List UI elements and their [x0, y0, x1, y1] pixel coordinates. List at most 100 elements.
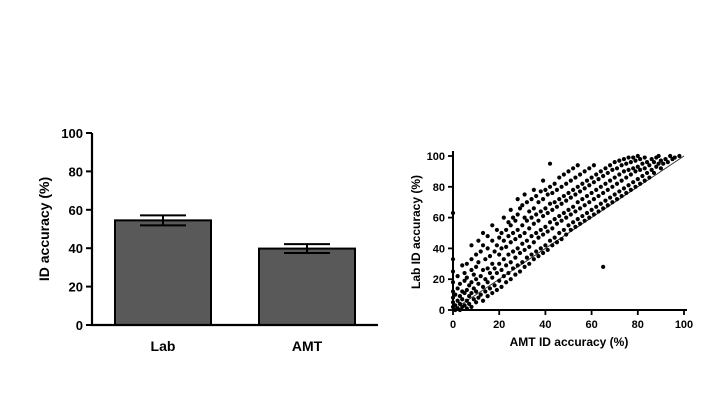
- scatter-point-216: [568, 195, 573, 200]
- scatter-point-291: [619, 163, 624, 168]
- scatter-point-50: [476, 281, 481, 286]
- scatter-point-92: [501, 274, 506, 279]
- scatter-point-78: [492, 266, 497, 271]
- scatter-point-18: [457, 281, 463, 286]
- scatter-point-237: [582, 218, 587, 223]
- scatter-point-44: [474, 300, 479, 305]
- bar-lab: [114, 219, 212, 326]
- bar-x-label-lab: Lab: [151, 338, 176, 354]
- scatter-point-233: [577, 172, 583, 177]
- scatter-point-35: [469, 304, 474, 310]
- scatter-point-281: [612, 175, 617, 180]
- scatter-point-223: [573, 209, 578, 214]
- scatter-y-tick-label-4: 80: [433, 182, 445, 194]
- scatter-point-151: [531, 187, 536, 192]
- scatter-point-65: [485, 280, 490, 285]
- scatter-point-284: [614, 181, 620, 186]
- scatter-point-176: [545, 192, 550, 197]
- scatter-point-332: [656, 153, 661, 159]
- scatter-point-286: [617, 189, 622, 194]
- scatter-point-60: [480, 230, 486, 236]
- scatter-point-12: [455, 298, 460, 303]
- scatter-point-261: [598, 201, 603, 206]
- scatter-point-41: [471, 297, 476, 302]
- scatter-point-317: [640, 161, 645, 166]
- scatter-point-23: [462, 303, 467, 308]
- scatter-x-tick-label-0: 0: [450, 319, 456, 331]
- scatter-point-89: [499, 267, 504, 273]
- scatter-point-25: [462, 278, 467, 283]
- scatter-point-215: [568, 212, 573, 217]
- scatter-point-267: [601, 173, 606, 179]
- bar-y-tick-label-1: 20: [69, 280, 83, 295]
- scatter-point-159: [536, 200, 541, 205]
- scatter-point-225: [573, 175, 578, 180]
- scatter-point-87: [497, 235, 502, 240]
- scatter-point-218: [571, 220, 576, 225]
- scatter-point-126: [520, 260, 525, 265]
- scatter-point-156: [536, 254, 541, 259]
- scatter-point-143: [529, 252, 534, 257]
- scatter-point-268: [603, 198, 608, 203]
- scatter-point-277: [610, 200, 615, 205]
- bar-y-tick-label-0: 0: [76, 318, 83, 333]
- scatter-point-315: [638, 156, 643, 162]
- scatter-point-227: [575, 200, 580, 205]
- scatter-point-335: [661, 161, 666, 166]
- scatter-point-194: [557, 230, 562, 236]
- scatter-point-307: [633, 184, 638, 189]
- scatter-point-278: [610, 184, 615, 189]
- scatter-point-91: [499, 230, 504, 236]
- scatter-point-192: [554, 204, 560, 209]
- scatter-point-326: [649, 156, 654, 162]
- scatter-point-127: [520, 241, 525, 246]
- scatter-point-187: [552, 217, 557, 222]
- scatter-point-117: [515, 263, 520, 268]
- scatter-point-93: [501, 257, 506, 262]
- scatter-point-246: [587, 183, 592, 188]
- scatter-point-113: [513, 272, 518, 277]
- scatter-point-270: [603, 166, 608, 171]
- scatter-point-39: [469, 257, 474, 262]
- scatter-point-198: [559, 237, 564, 242]
- scatter-point-9: [453, 303, 458, 308]
- scatter-point-158: [536, 218, 541, 223]
- scatter-point-110: [510, 249, 516, 254]
- scatter-point-148: [531, 240, 536, 245]
- scatter-point-230: [577, 221, 583, 226]
- scatter-point-128: [520, 223, 525, 228]
- scatter-point-219: [571, 204, 576, 209]
- scatter-point-53: [478, 292, 483, 297]
- scatter-point-333: [658, 166, 664, 171]
- scatter-y-tick-label-3: 60: [433, 213, 445, 225]
- scatter-point-32: [467, 301, 472, 306]
- scatter-point-46: [474, 277, 479, 282]
- scatter-point-273: [605, 170, 610, 176]
- scatter-point-124: [517, 233, 523, 239]
- scatter-point-108: [508, 207, 513, 212]
- scatter-point-249: [589, 190, 594, 196]
- scatter-point-251: [591, 212, 597, 217]
- scatter-point-276: [607, 163, 613, 168]
- scatter-point-288: [617, 158, 622, 163]
- scatter-point-168: [540, 178, 546, 183]
- scatter-point-56: [480, 298, 486, 303]
- scatter-point-269: [603, 181, 608, 186]
- scatter-point-101: [506, 252, 511, 257]
- scatter-point-98: [504, 244, 509, 249]
- scatter-x-tick-label-5: 100: [675, 319, 693, 331]
- scatter-point-85: [497, 261, 502, 266]
- scatter-point-220: [571, 187, 576, 192]
- scatter-point-48: [474, 252, 479, 257]
- scatter-point-195: [557, 213, 562, 219]
- scatter-chart: 0 20 40 60 80 100 0 20 40 60 80 100 AMT ID accurac…: [409, 151, 693, 349]
- scatter-point-250: [589, 175, 594, 180]
- scatter-point-144: [529, 233, 534, 239]
- scatter-point-259: [596, 193, 601, 199]
- scatter-point-212: [566, 190, 571, 196]
- scatter-point-62: [483, 277, 488, 282]
- scatter-x-axis-ticks: 0 20 40 60 80 100: [450, 310, 693, 331]
- scatter-point-209: [564, 181, 569, 186]
- scatter-point-138: [524, 200, 530, 205]
- scatter-point-263: [598, 169, 603, 174]
